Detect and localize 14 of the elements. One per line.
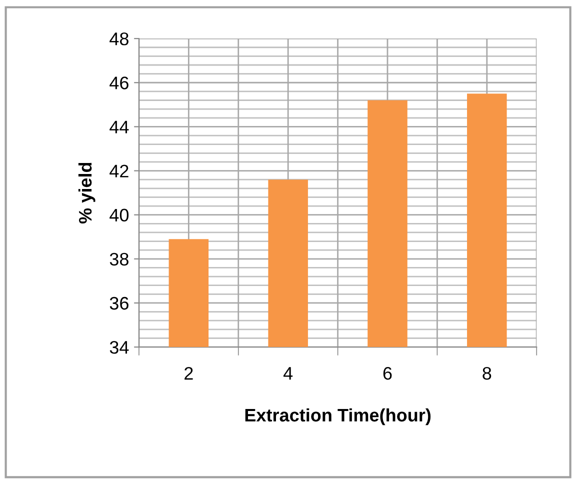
x-tick-label: 4 (283, 367, 293, 380)
y-tick-label: 36 (110, 296, 128, 310)
x-axis-title: Extraction Time(hour) (245, 408, 431, 426)
x-tick-label: 2 (184, 366, 193, 380)
y-tick-label: 34 (110, 340, 129, 354)
y-tick-label: 40 (110, 208, 129, 222)
x-tick-label: 6 (383, 366, 392, 380)
y-tick-label: 42 (110, 164, 128, 178)
y-tick-label: 46 (110, 76, 128, 90)
y-axis-title: % yield (78, 162, 96, 224)
y-tick-label: 44 (110, 120, 129, 134)
y-tick-label: 48 (110, 32, 128, 46)
x-tick-label: 8 (482, 366, 492, 380)
y-tick-label: 38 (110, 252, 128, 266)
